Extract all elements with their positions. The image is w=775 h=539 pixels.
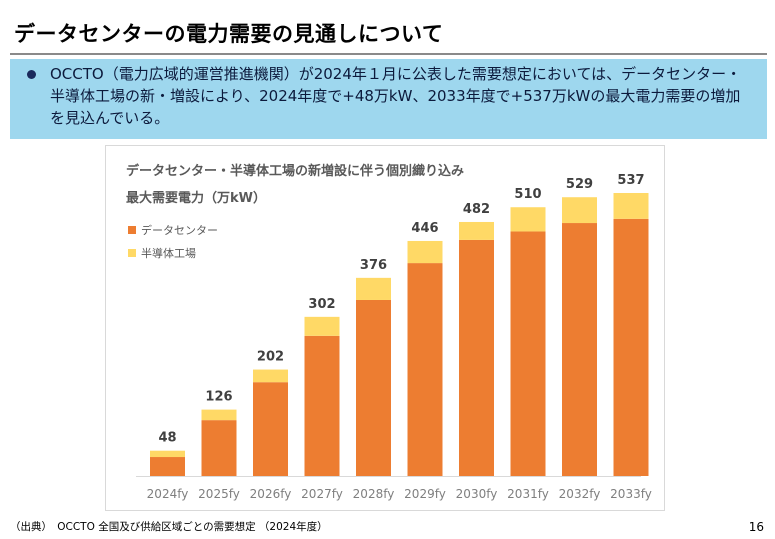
x-tick-label-2031fy: 2031fy xyxy=(507,487,549,501)
chart-canvas: 48 2024fy 126 2025fy 202 2026fy 302 2027fy 376 20… xyxy=(136,173,652,501)
bar-semiconductor-2024fy xyxy=(150,450,185,458)
legend-swatch-semiconductor xyxy=(128,249,136,257)
bar-data-center-2028fy xyxy=(356,299,391,476)
chart-title: データセンター・半導体工場の新増設に伴う個別織り込み xyxy=(126,164,465,179)
page-number: 16 xyxy=(748,520,764,534)
bar-semiconductor-2030fy xyxy=(459,221,494,240)
total-label-2031fy: 510 xyxy=(514,187,541,202)
bar-data-center-2026fy xyxy=(253,382,288,476)
bullet-icon xyxy=(27,70,36,79)
total-label-2033fy: 537 xyxy=(617,173,644,188)
x-tick-label-2025fy: 2025fy xyxy=(198,487,240,501)
bar-data-center-2029fy xyxy=(407,263,443,476)
x-tick-label-2030fy: 2030fy xyxy=(456,487,498,501)
total-label-2029fy: 446 xyxy=(411,221,438,236)
page-title: データセンターの電力需要の見通しについて xyxy=(14,22,444,46)
source-note: （出典） OCCTO 全国及び供給区域ごとの需要想定 （2024年度） xyxy=(10,521,328,533)
bar-semiconductor-2031fy xyxy=(510,207,546,232)
bar-data-center-2025fy xyxy=(201,420,237,476)
chart-subtitle: 最大需要電力（万kW） xyxy=(126,191,266,206)
title-divider xyxy=(10,53,767,55)
total-label-2025fy: 126 xyxy=(205,390,232,405)
total-label-2024fy: 48 xyxy=(158,431,176,446)
bar-semiconductor-2025fy xyxy=(201,409,237,421)
total-label-2030fy: 482 xyxy=(463,202,490,217)
bar-semiconductor-2029fy xyxy=(407,240,443,264)
bar-data-center-2033fy xyxy=(613,218,649,476)
x-tick-label-2026fy: 2026fy xyxy=(250,487,292,501)
bar-semiconductor-2026fy xyxy=(253,369,288,383)
bar-semiconductor-2032fy xyxy=(562,197,597,224)
bar-semiconductor-2027fy xyxy=(304,316,340,336)
x-tick-label-2029fy: 2029fy xyxy=(404,487,446,501)
summary-box: OCCTO（電力広域的運営推進機関）が2024年１月に公表した需要想定においては… xyxy=(10,59,767,139)
total-label-2027fy: 302 xyxy=(308,297,335,312)
bar-data-center-2030fy xyxy=(459,239,494,476)
total-label-2026fy: 202 xyxy=(257,350,284,365)
legend-label-data-center: データセンター xyxy=(141,224,218,237)
bar-semiconductor-2033fy xyxy=(613,193,649,219)
x-tick-label-2032fy: 2032fy xyxy=(559,487,601,501)
x-tick-label-2028fy: 2028fy xyxy=(353,487,395,501)
bar-data-center-2032fy xyxy=(562,223,597,476)
total-label-2028fy: 376 xyxy=(360,258,387,273)
legend-label-semiconductor: 半導体工場 xyxy=(141,247,196,260)
legend-swatch-data-center xyxy=(128,226,136,234)
bar-data-center-2027fy xyxy=(304,335,340,476)
demand-chart: 48 2024fy 126 2025fy 202 2026fy 302 2027fy 376 20… xyxy=(105,145,665,511)
bar-data-center-2031fy xyxy=(510,231,546,476)
x-tick-label-2033fy: 2033fy xyxy=(610,487,652,501)
bar-semiconductor-2028fy xyxy=(356,277,391,300)
x-tick-label-2027fy: 2027fy xyxy=(301,487,343,501)
x-tick-label-2024fy: 2024fy xyxy=(147,487,189,501)
legend-item-semiconductor: 半導体工場 xyxy=(128,245,196,261)
legend-item-data-center: データセンター xyxy=(128,222,218,238)
total-label-2032fy: 529 xyxy=(566,177,593,192)
bar-data-center-2024fy xyxy=(150,457,185,476)
summary-text: OCCTO（電力広域的運営推進機関）が2024年１月に公表した需要想定においては… xyxy=(50,65,742,127)
